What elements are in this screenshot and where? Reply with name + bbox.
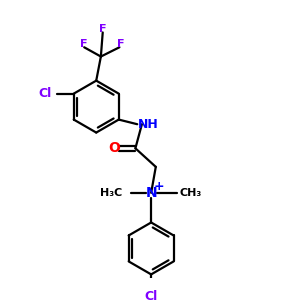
Text: +: + xyxy=(153,180,164,193)
Text: Cl: Cl xyxy=(145,290,158,300)
Text: N: N xyxy=(145,186,157,200)
Text: H₃C: H₃C xyxy=(100,188,122,198)
Text: CH₃: CH₃ xyxy=(180,188,202,198)
Text: F: F xyxy=(99,24,106,34)
Text: Cl: Cl xyxy=(38,87,52,100)
Text: O: O xyxy=(108,141,120,155)
Text: F: F xyxy=(80,40,87,50)
Text: F: F xyxy=(117,40,124,50)
Text: NH: NH xyxy=(138,118,159,131)
